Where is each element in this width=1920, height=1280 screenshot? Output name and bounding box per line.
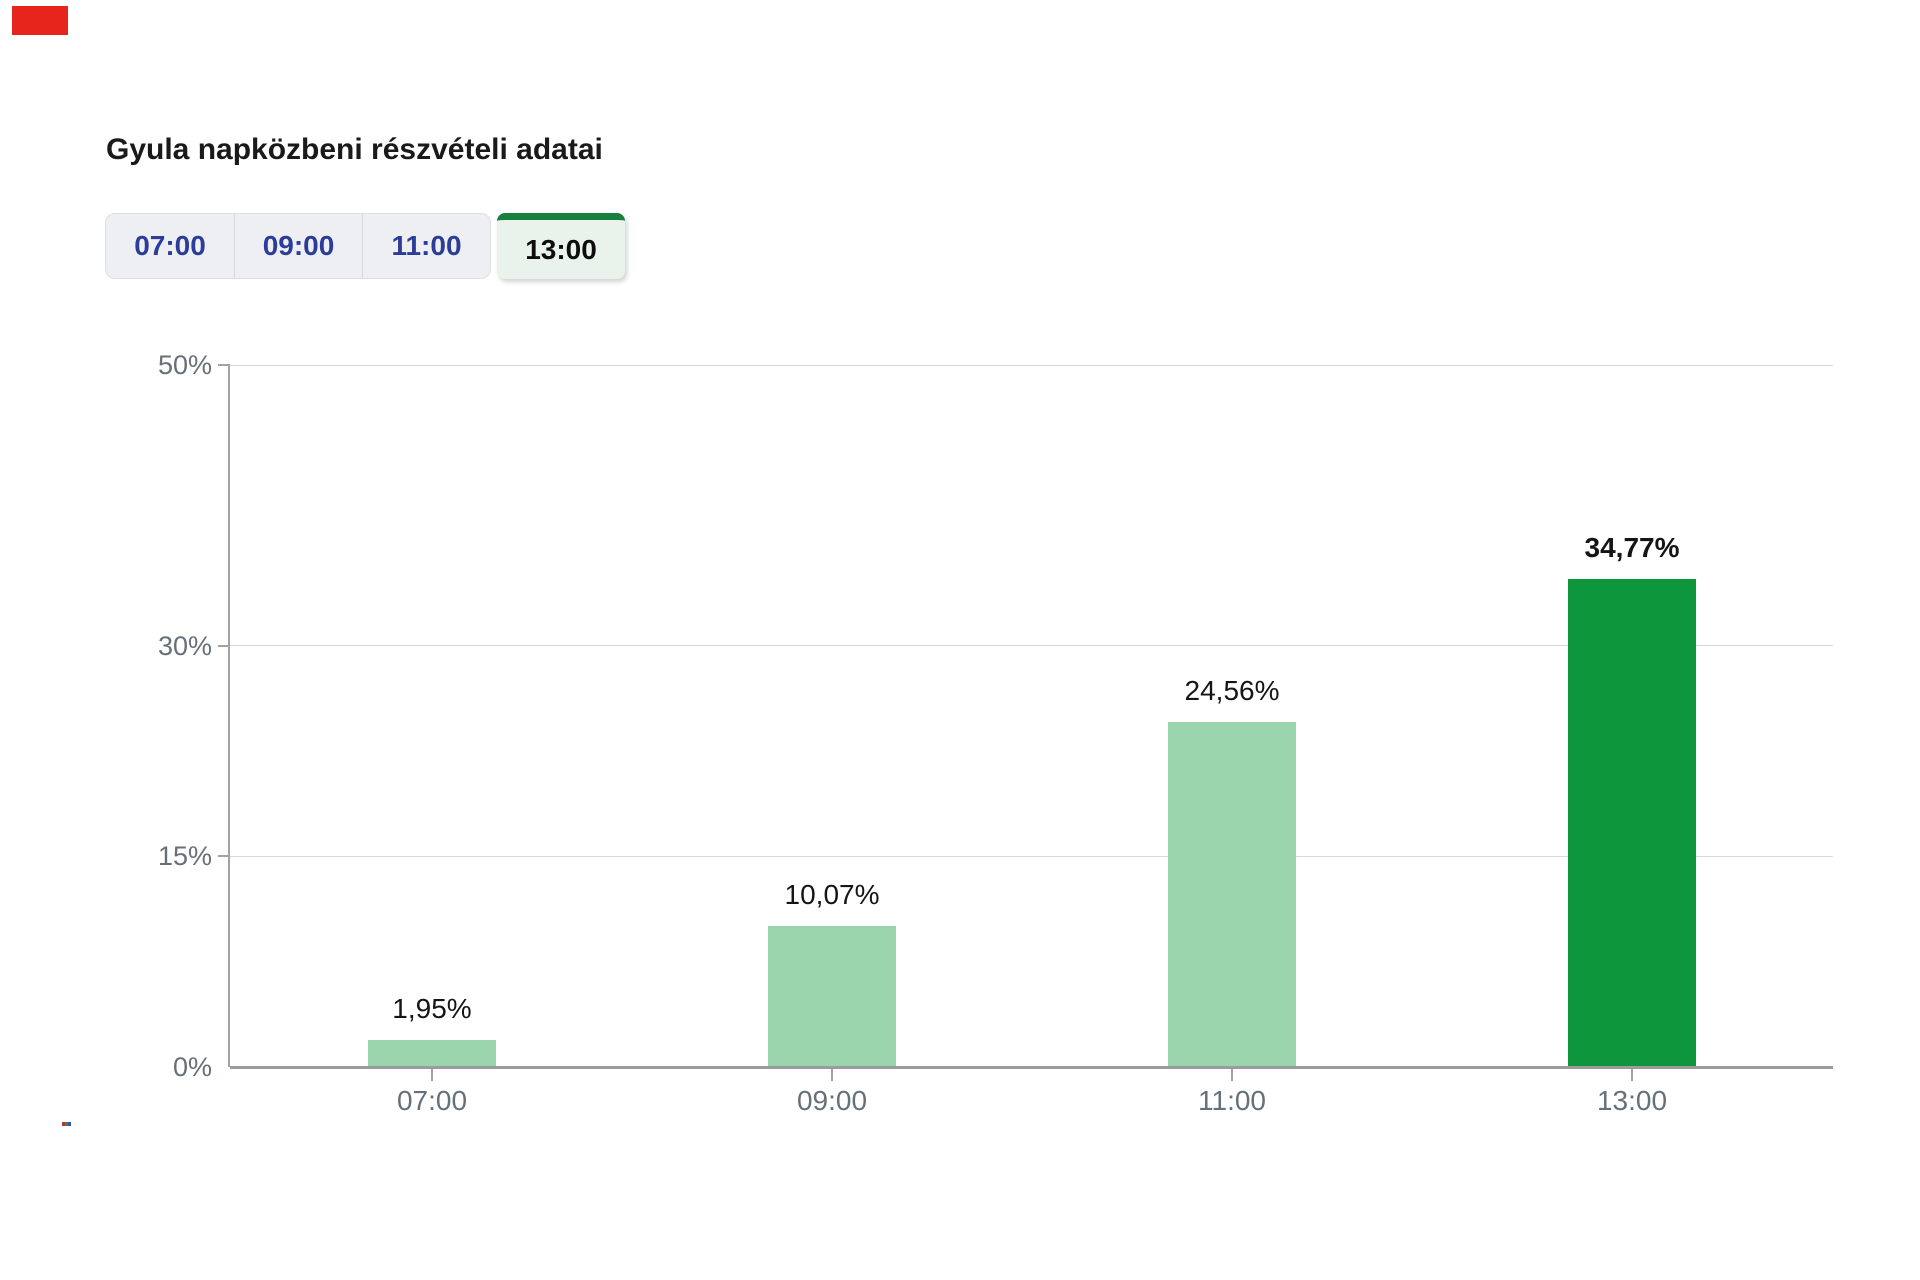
y-tick-50 (218, 364, 230, 366)
tab-label: 07:00 (134, 230, 206, 261)
x-axis-label-13-00: 13:00 (1596, 1085, 1668, 1116)
bar-07-00[interactable] (368, 1040, 496, 1066)
bar-09-00[interactable] (768, 926, 896, 1066)
y-axis-label-50: 50% (157, 350, 212, 380)
x-tick-13-00 (1631, 1069, 1633, 1081)
bar-11-00[interactable] (1168, 722, 1296, 1066)
bar-value-label: 34,77% (1584, 532, 1680, 563)
bar-value-label: 1,95% (392, 993, 472, 1024)
y-axis-line (228, 365, 230, 1067)
tab-13-00[interactable]: 13:00 (497, 213, 625, 279)
bar-value-label: 24,56% (1184, 675, 1280, 706)
x-tick-09-00 (831, 1069, 833, 1081)
y-axis-label-15: 15% (157, 841, 212, 872)
y-axis-label-30: 30% (157, 630, 212, 661)
tab-label: 11:00 (391, 230, 462, 261)
x-axis-label-07-00: 07:00 (396, 1085, 468, 1116)
y-tick-15 (218, 855, 230, 858)
tab-09-00[interactable]: 09:00 (234, 214, 362, 278)
subpixel-artifact (62, 1122, 71, 1126)
time-tab-bar: 07:00 09:00 11:00 13:00 (105, 213, 625, 279)
bar-13-00[interactable] (1568, 579, 1696, 1066)
tab-11-00[interactable]: 11:00 (362, 214, 490, 278)
x-tick-11-00 (1231, 1069, 1233, 1081)
tab-group: 07:00 09:00 11:00 (105, 213, 491, 279)
x-axis-label-11-00: 11:00 (1198, 1085, 1266, 1116)
gridline-15 (230, 855, 1833, 857)
bar-value-label: 10,07% (784, 879, 880, 910)
tab-label: 09:00 (262, 230, 335, 261)
chart-title: Gyula napközbeni részvételi adatai (106, 133, 603, 166)
annotation-marker (12, 6, 68, 35)
gridline-30 (230, 645, 1833, 647)
y-axis-label-0: 0% (172, 1052, 212, 1082)
tab-07-00[interactable]: 07:00 (106, 214, 234, 278)
tab-label: 13:00 (525, 233, 597, 265)
y-tick-30 (218, 644, 230, 647)
x-axis-label-09-00: 09:00 (796, 1085, 868, 1116)
gridline-50 (230, 364, 1833, 366)
x-tick-07-00 (431, 1069, 433, 1081)
x-axis-line (230, 1066, 1833, 1069)
